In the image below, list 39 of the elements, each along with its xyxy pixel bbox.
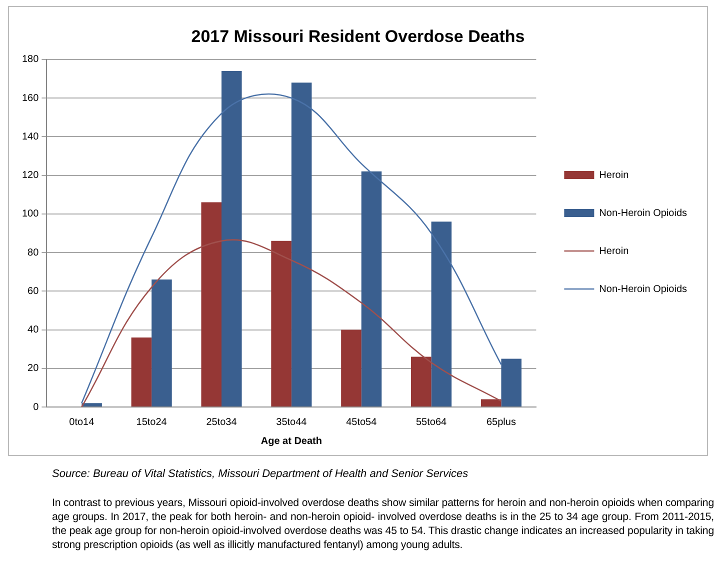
legend-label: Heroin xyxy=(599,170,629,181)
bar xyxy=(501,358,522,406)
y-tick-label: 40 xyxy=(28,324,40,336)
bar xyxy=(271,240,292,406)
y-tick-label: 180 xyxy=(22,54,40,66)
x-tick-label: 25to34 xyxy=(206,416,238,428)
x-tick-label: 65plus xyxy=(486,416,516,428)
x-tick-label: 0to14 xyxy=(69,416,95,428)
bar xyxy=(222,70,242,406)
x-tick-label: 35to44 xyxy=(276,416,308,428)
legend-label: Non-Heroin Opioids xyxy=(599,208,688,219)
x-tick-label: 55to64 xyxy=(416,416,448,428)
y-tick-label: 60 xyxy=(28,286,40,297)
bar xyxy=(480,399,502,406)
text: In contrast to previous years, Missouri opioid-involved overdose deaths show similar patterns for heroin and non-heroin opioids when comparing age groups. In 2017, the peak for both heroin- and non-heroin opioid- involved overdose deaths is in the 25 to 34 age group. From 2011-2015, the peak age group for non-heroin opioid-involved overdose deaths was 45 to 54. This drastic change indicates an increased popularity in taking strong prescription opioids (as well as illicitly manufactured fentanyl) among young adults. xyxy=(52,496,714,552)
line-series xyxy=(81,239,502,407)
y-tick-label: 20 xyxy=(28,363,40,374)
bar xyxy=(431,222,452,406)
y-tick-label: 0 xyxy=(33,402,40,413)
x-tick-label: 15to24 xyxy=(136,416,168,428)
bar xyxy=(152,280,172,406)
legend-label: Non-Heroin Opioids xyxy=(599,284,688,295)
x-axis-title: Age at Death xyxy=(260,436,322,447)
y-tick-label: 120 xyxy=(22,170,40,182)
y-tick-label: 140 xyxy=(22,131,40,142)
bar xyxy=(361,171,382,406)
x-tick-label: 45to54 xyxy=(346,416,378,428)
chart-title: 2017 Missouri Resident Overdose Deaths xyxy=(191,26,525,46)
source-note: Source: Bureau of Vital Statistics, Missouri Department of Health and Senior Services xyxy=(52,468,468,480)
bar xyxy=(341,330,362,406)
legend-label: Heroin xyxy=(599,246,629,257)
bar xyxy=(131,337,152,406)
y-tick-label: 160 xyxy=(22,92,40,104)
bar xyxy=(201,202,222,406)
y-tick-label: 100 xyxy=(22,208,40,220)
bar xyxy=(411,356,432,406)
bar xyxy=(291,82,312,406)
y-tick-label: 80 xyxy=(28,247,40,258)
bar xyxy=(82,403,102,406)
